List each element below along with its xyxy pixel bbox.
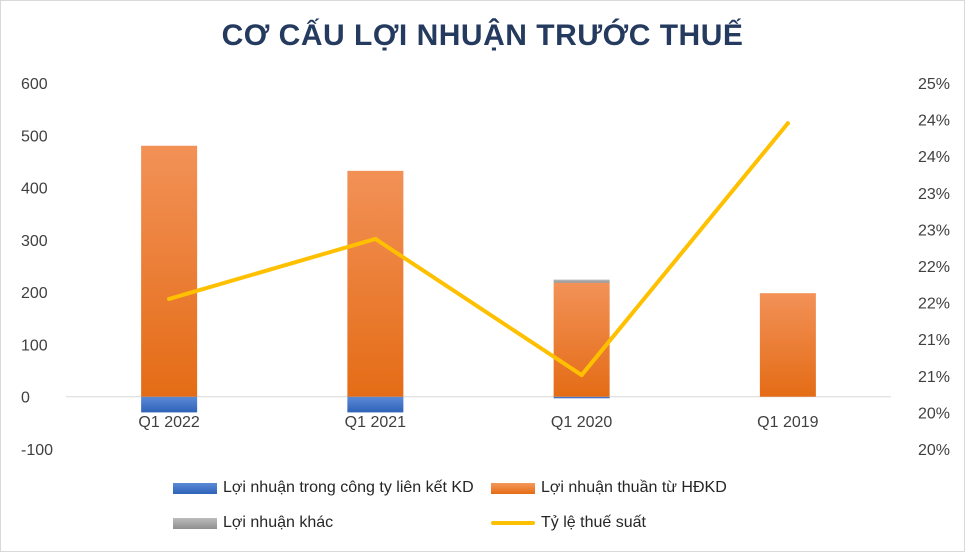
y-right-tick-label: 20% [918, 442, 950, 459]
x-tick-label: Q1 2021 [345, 414, 406, 431]
point-tax-rate [579, 373, 584, 378]
bar-core [553, 282, 610, 397]
y-left-tick-label: 600 [21, 76, 48, 93]
legend-label-core: Lợi nhuận thuần từ HĐKD [541, 479, 727, 496]
y-right-tick-label: 23% [918, 222, 950, 239]
chart-title: CƠ CẤU LỢI NHUẬN TRƯỚC THUẾ [221, 19, 744, 52]
legend-swatch-associates [173, 482, 217, 494]
legend-swatch-core [491, 482, 535, 494]
line-tax-rate [167, 121, 790, 378]
x-tick-label: Q1 2020 [551, 414, 612, 431]
y-right-tick-label: 20% [918, 405, 950, 422]
legend-label-other: Lợi nhuận khác [223, 514, 334, 531]
bar-other [553, 279, 610, 283]
legend-swatch-other [173, 517, 217, 529]
point-tax-rate [785, 121, 790, 126]
y-left-tick-label: 300 [21, 233, 48, 250]
y-left-tick-label: 500 [21, 128, 48, 145]
legend-label-tax-rate: Tỷ lệ thuế suất [541, 514, 646, 531]
legend-swatch-tax-rate [491, 521, 535, 525]
y-left-tick-label: -100 [21, 442, 53, 459]
y-left-tick-label: 400 [21, 181, 48, 198]
y-right-tick-label: 24% [918, 149, 950, 166]
legend-label-associates: Lợi nhuận trong công ty liên kết KD [223, 479, 474, 496]
y-right-tick-label: 21% [918, 332, 950, 349]
bar-associates [347, 396, 404, 413]
y-right-tick-label: 22% [918, 296, 950, 313]
legend-item-tax-rate: Tỷ lệ thuế suất [491, 514, 646, 532]
bar-core [141, 145, 198, 397]
y-left-tick-label: 100 [21, 337, 48, 354]
y-right-tick-label: 21% [918, 369, 950, 386]
bar-associates [553, 396, 610, 399]
point-tax-rate [373, 236, 378, 241]
y-right-tick-label: 24% [918, 113, 950, 130]
y-right-tick-label: 22% [918, 259, 950, 276]
y-right-tick-label: 23% [918, 186, 950, 203]
x-tick-label: Q1 2022 [138, 414, 199, 431]
bar-core [759, 293, 816, 397]
bar-core [347, 170, 404, 397]
legend-item-core: Lợi nhuận thuần từ HĐKD [491, 479, 727, 497]
legend-item-associates: Lợi nhuận trong công ty liên kết KD [173, 479, 474, 497]
y-left-tick-label: 200 [21, 285, 48, 302]
y-right-tick-label: 25% [918, 76, 950, 93]
legend-item-other: Lợi nhuận khác [173, 514, 333, 532]
bar-associates [141, 396, 198, 413]
x-tick-label: Q1 2019 [757, 414, 818, 431]
point-tax-rate [167, 296, 172, 301]
y-left-tick-label: 0 [21, 390, 30, 407]
